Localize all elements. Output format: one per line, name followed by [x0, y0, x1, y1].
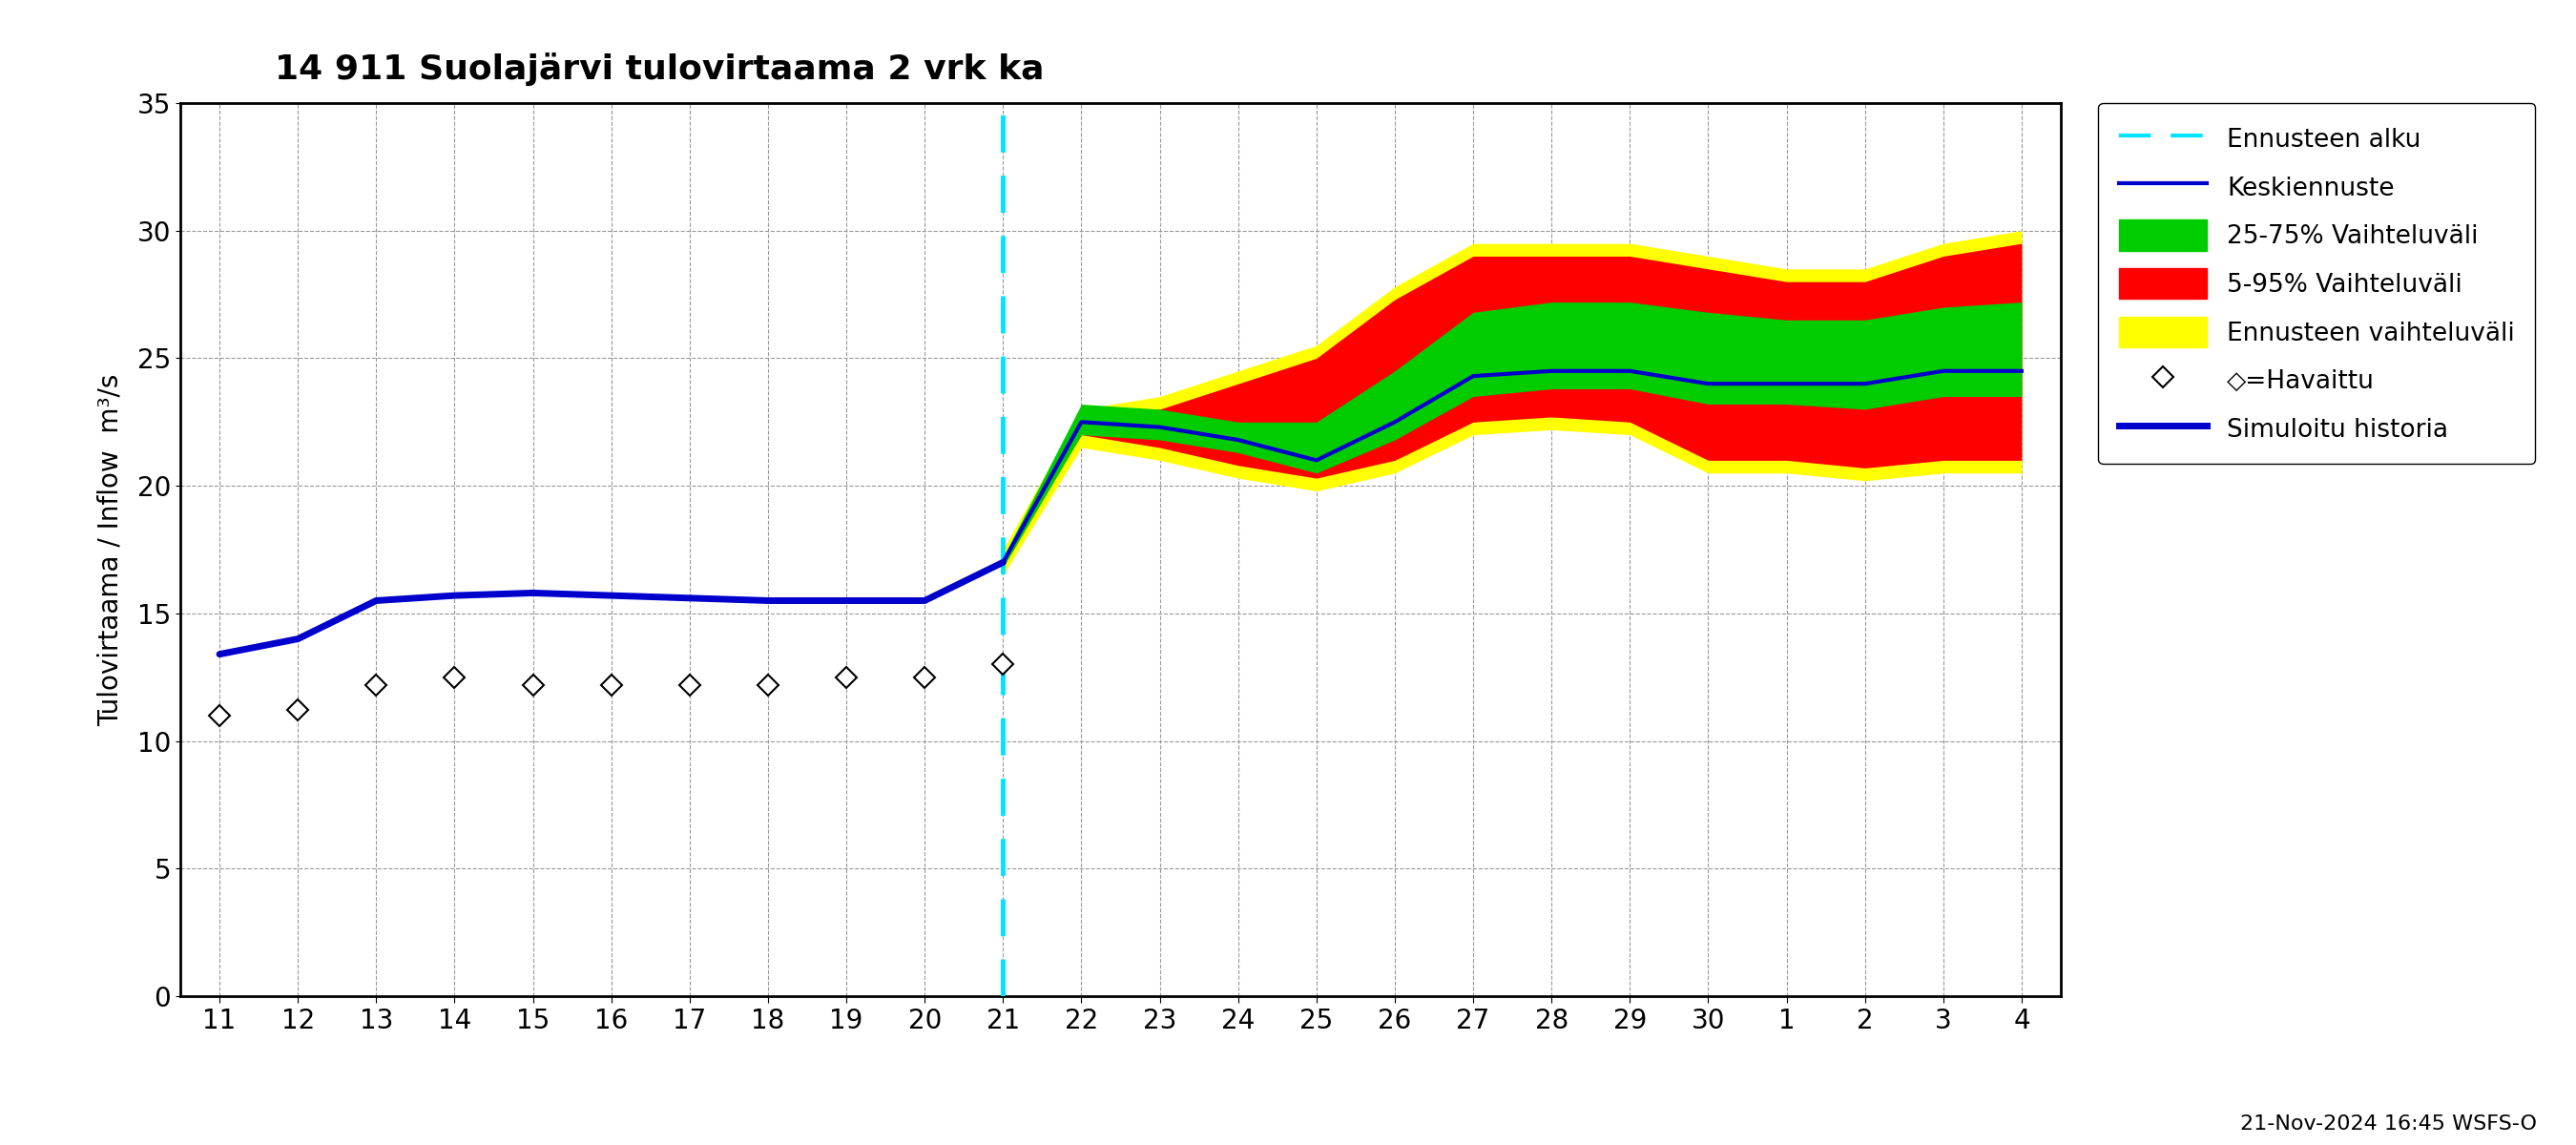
Text: 14 911 Suolajärvi tulovirtaama 2 vrk ka: 14 911 Suolajärvi tulovirtaama 2 vrk ka	[276, 53, 1043, 86]
Text: 21-Nov-2024 16:45 WSFS-O: 21-Nov-2024 16:45 WSFS-O	[2241, 1114, 2537, 1134]
Y-axis label: Tulovirtaama / Inflow  m³/s: Tulovirtaama / Inflow m³/s	[98, 373, 124, 726]
Legend: Ennusteen alku, Keskiennuste, 25-75% Vaihteluväli, 5-95% Vaihteluväli, Ennusteen: Ennusteen alku, Keskiennuste, 25-75% Vai…	[2099, 103, 2535, 464]
